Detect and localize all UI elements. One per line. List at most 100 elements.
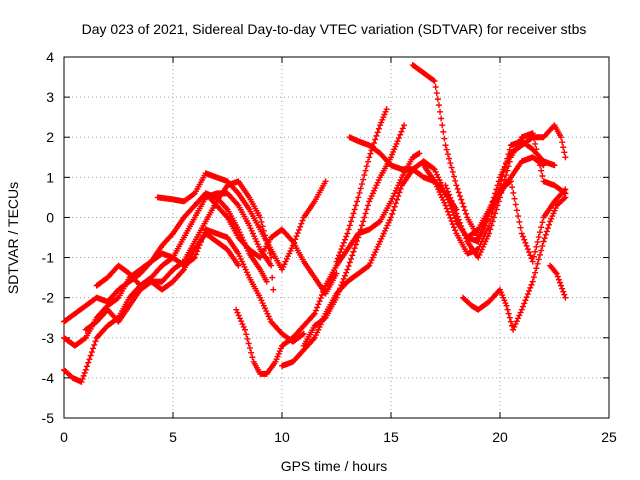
data-point (114, 295, 121, 302)
data-point (532, 248, 539, 255)
x-tick-label: 5 (169, 429, 177, 445)
data-point (510, 189, 517, 196)
data-point (345, 226, 352, 233)
y-tick-label: 3 (46, 89, 54, 105)
data-point (374, 129, 381, 136)
data-point (340, 275, 347, 282)
data-point (367, 150, 374, 157)
data-point (238, 318, 245, 325)
data-point (449, 168, 456, 175)
data-point (454, 213, 461, 220)
data-point (398, 128, 405, 135)
data-point (345, 263, 352, 270)
data-point (448, 164, 455, 171)
data-point (473, 227, 480, 234)
data-point (561, 291, 568, 298)
data-point (334, 255, 341, 262)
data-point (460, 229, 467, 236)
data-point (333, 270, 340, 277)
data-point (346, 259, 353, 266)
data-point (350, 210, 357, 217)
data-point (454, 185, 461, 192)
data-point (515, 213, 522, 220)
data-point (512, 201, 519, 208)
data-point (562, 186, 569, 193)
data-point (293, 233, 300, 240)
data-point (447, 160, 454, 167)
data-point (396, 189, 403, 196)
data-point (510, 326, 517, 333)
data-point (236, 315, 243, 322)
data-point (299, 217, 306, 224)
data-point (450, 173, 457, 180)
data-point (444, 151, 451, 158)
data-point (339, 279, 346, 286)
data-point (503, 160, 510, 167)
data-point (539, 172, 546, 179)
data-point (241, 326, 248, 333)
data-point (372, 136, 379, 143)
data-point (562, 294, 569, 301)
data-point (341, 236, 348, 243)
data-point (82, 366, 89, 373)
data-point (338, 282, 345, 289)
series-7 (202, 190, 340, 297)
y-tick-label: 2 (46, 129, 54, 145)
data-point (348, 255, 355, 262)
data-point (505, 310, 512, 317)
data-point (452, 227, 459, 234)
data-point (270, 286, 277, 293)
data-point (453, 210, 460, 217)
data-point (244, 335, 251, 342)
data-point (435, 102, 442, 109)
data-point (455, 189, 462, 196)
data-point (394, 196, 401, 203)
data-point (527, 284, 534, 291)
y-tick-label: 4 (46, 49, 54, 65)
data-point (322, 178, 329, 185)
data-point (397, 131, 404, 138)
data-point (364, 202, 371, 209)
data-point (452, 177, 459, 184)
data-point (521, 236, 528, 243)
data-point (81, 335, 88, 342)
data-point (430, 165, 437, 172)
y-tick-label: -3 (42, 330, 55, 346)
data-point (460, 203, 467, 210)
data-point (452, 207, 459, 214)
data-point (337, 249, 344, 256)
data-point (529, 258, 536, 265)
data-point (363, 163, 370, 170)
data-point (526, 287, 533, 294)
data-point (248, 349, 255, 356)
data-point (455, 216, 462, 223)
data-point (343, 269, 350, 276)
data-point (521, 300, 528, 307)
data-point (449, 221, 456, 228)
data-point (522, 239, 529, 246)
plot-frame (63, 56, 610, 419)
data-point (335, 288, 342, 295)
data-point (321, 315, 328, 322)
data-point (447, 194, 454, 201)
data-point (401, 122, 408, 129)
data-point (338, 246, 345, 253)
data-point (263, 278, 270, 285)
data-point (446, 211, 453, 218)
data-point (358, 181, 365, 188)
data-point (446, 155, 453, 162)
data-point (458, 196, 465, 203)
data-point (522, 297, 529, 304)
data-point (243, 331, 250, 338)
data-point (235, 312, 242, 319)
y-tick-label: 0 (46, 209, 54, 225)
data-point (495, 198, 502, 205)
data-point (240, 323, 247, 330)
data-point (258, 218, 265, 225)
data-point (513, 318, 520, 325)
data-point (447, 214, 454, 221)
data-point (442, 142, 449, 149)
data-point (344, 230, 351, 237)
data-point (443, 205, 450, 212)
